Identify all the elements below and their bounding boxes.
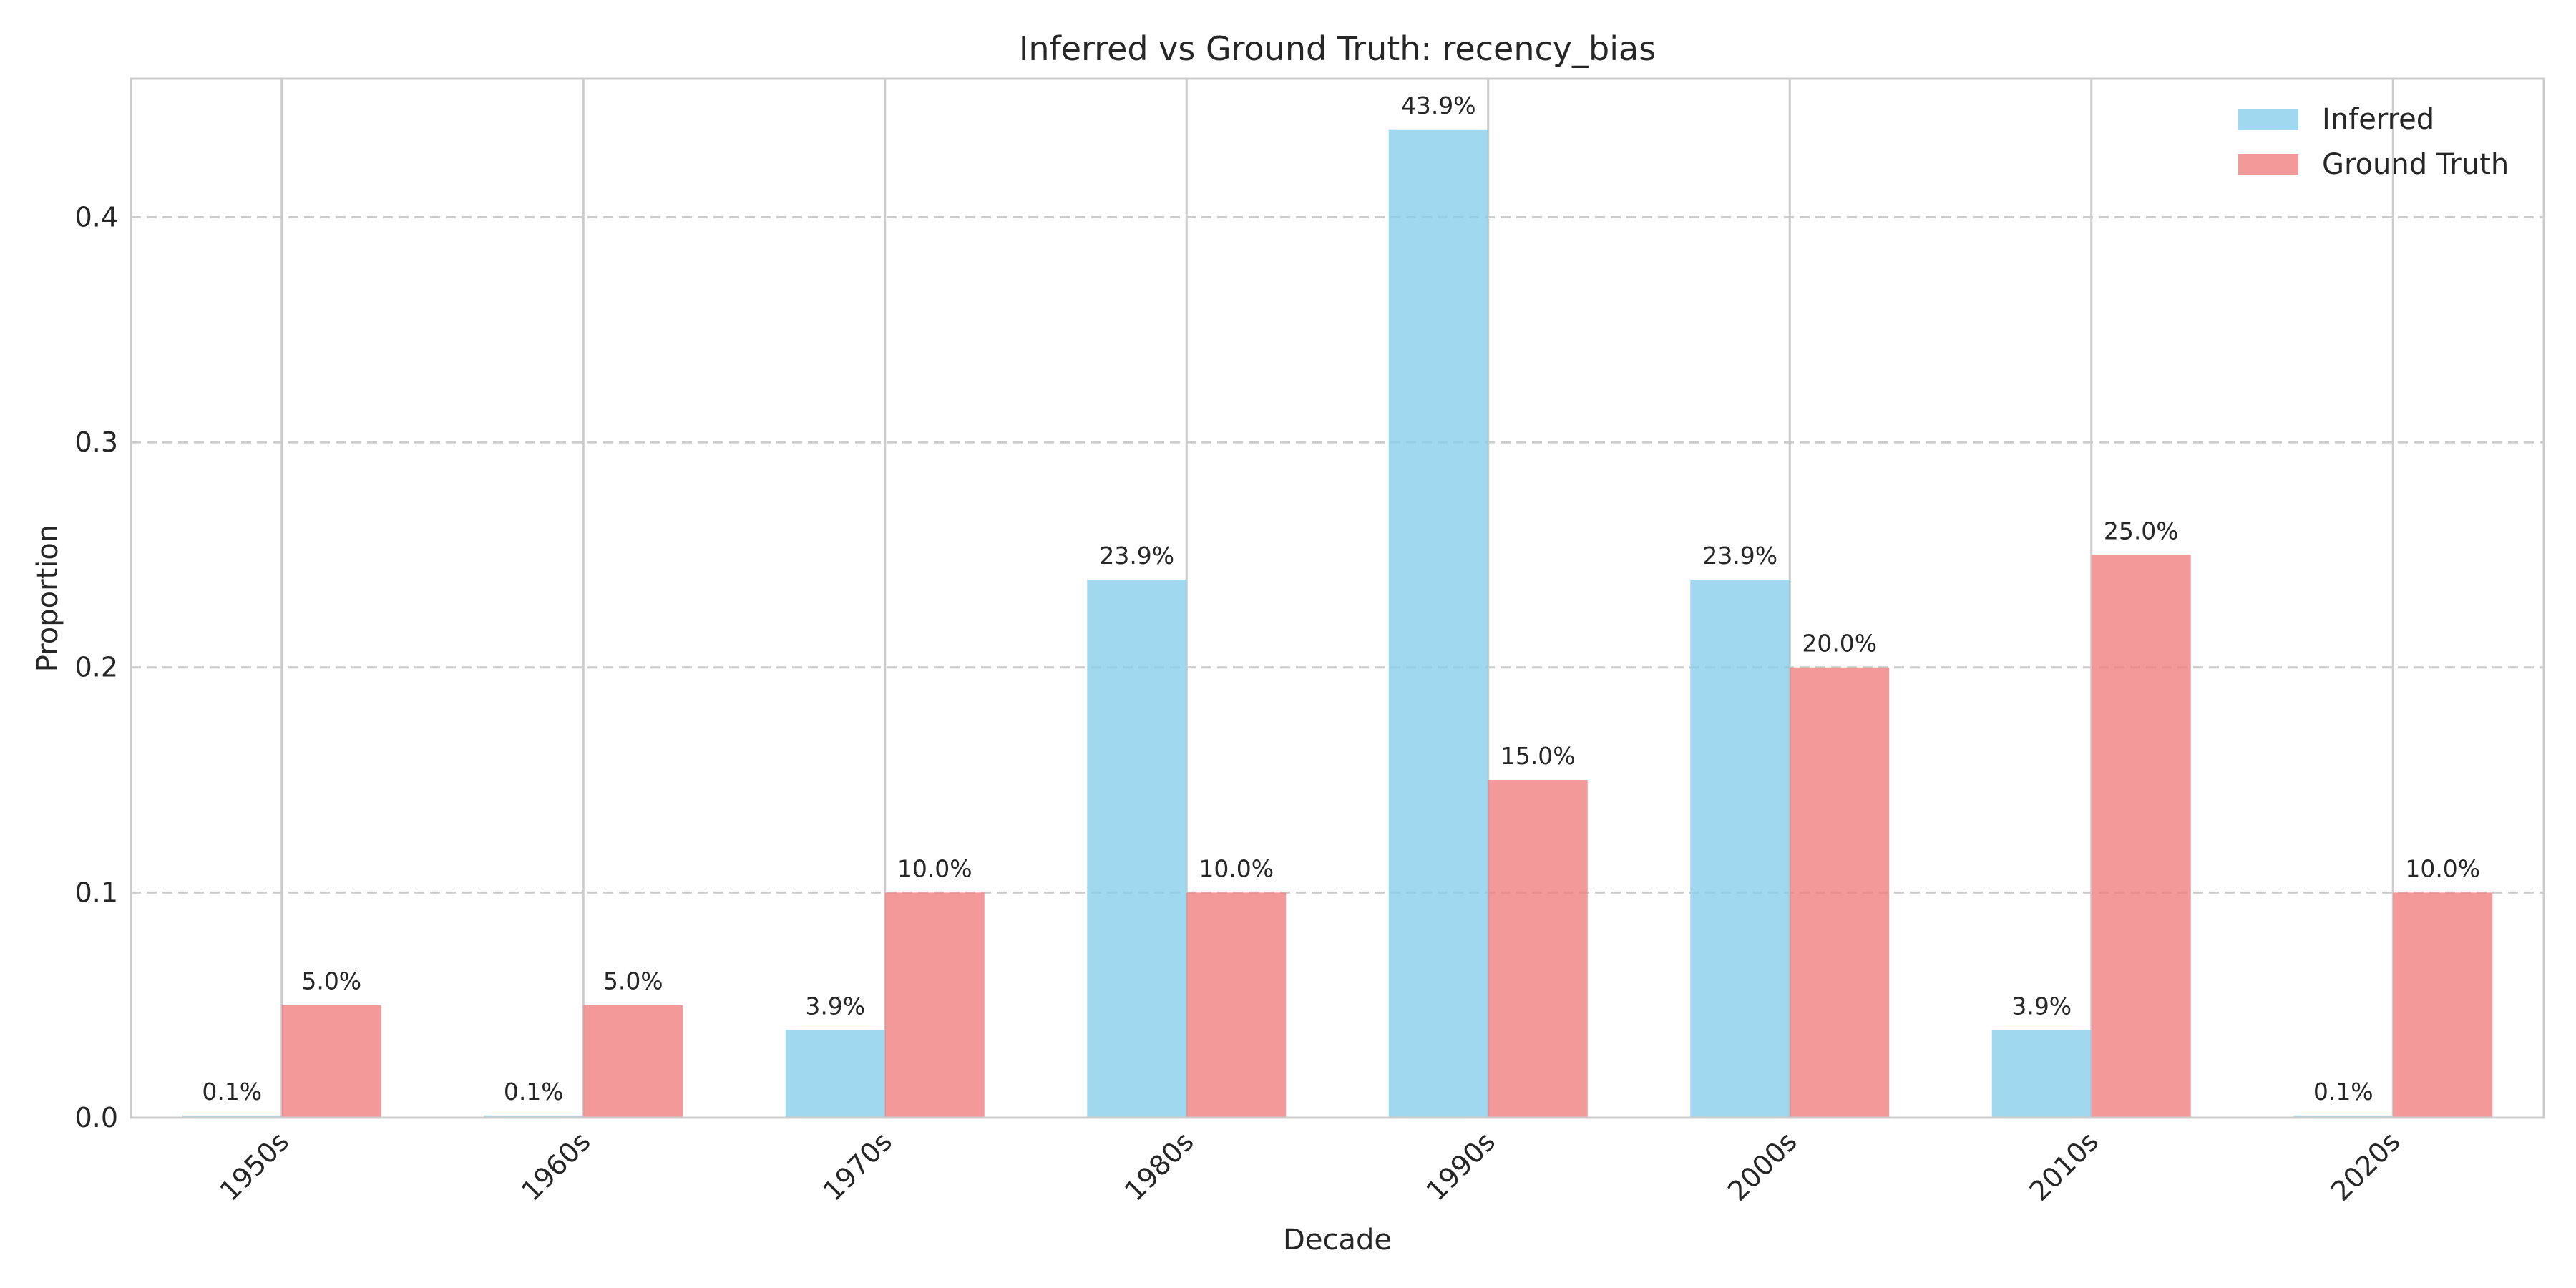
legend: Inferred Ground Truth [2238, 103, 2509, 181]
y-axis-label: Proportion [31, 525, 64, 672]
bar-value-label: 3.9% [2011, 992, 2072, 1020]
bar-value-label: 25.0% [2104, 517, 2179, 545]
bar-value-label: 20.0% [1802, 630, 1877, 658]
bar-inferred [484, 1115, 584, 1118]
chart-title: Inferred vs Ground Truth: recency_bias [1019, 29, 1656, 68]
x-axis-label: Decade [1283, 1224, 1392, 1257]
bar-inferred [1388, 129, 1488, 1118]
bar-value-label: 5.0% [301, 967, 361, 995]
bar-inferred [1991, 1030, 2092, 1118]
bar-inferred [182, 1115, 282, 1118]
bar-value-label: 10.0% [897, 854, 972, 882]
bar-value-label: 3.9% [805, 992, 865, 1020]
bar-ground-truth [1488, 780, 1588, 1118]
bar-value-label: 23.9% [1099, 542, 1174, 570]
bar-inferred [1087, 580, 1187, 1118]
legend-swatch [2238, 154, 2298, 175]
bar-ground-truth [1790, 667, 1890, 1118]
bar-inferred [785, 1030, 885, 1118]
bar-ground-truth [2091, 555, 2191, 1118]
y-tick-label: 0.0 [75, 1102, 118, 1133]
y-tick-label: 0.1 [75, 877, 118, 908]
bar-value-label: 10.0% [2405, 854, 2480, 882]
y-tick-label: 0.2 [75, 652, 118, 683]
bar-value-label: 10.0% [1199, 854, 1274, 882]
bar-ground-truth [281, 1005, 381, 1118]
grid [131, 79, 2544, 1118]
bar-inferred [2293, 1115, 2394, 1118]
bar-value-label: 5.0% [603, 967, 663, 995]
legend-swatch [2238, 109, 2298, 130]
bar-inferred [1690, 580, 1790, 1118]
bar-value-label: 43.9% [1401, 92, 1476, 119]
bar-value-label: 0.1% [202, 1078, 262, 1106]
bar-value-label: 0.1% [2313, 1078, 2373, 1106]
y-tick-label: 0.3 [75, 426, 118, 458]
bar-ground-truth [1186, 892, 1287, 1118]
legend-label: Ground Truth [2322, 148, 2509, 181]
bar-ground-truth [583, 1005, 683, 1118]
legend-label: Inferred [2322, 103, 2434, 136]
bar-labels: 0.1% 0.1% 3.9% 23.9% 43.9% 23.9% 3.9% 0.1% 5.0% 5… [202, 92, 2480, 1106]
bar-ground-truth [884, 892, 985, 1118]
bar-value-label: 0.1% [504, 1078, 564, 1106]
bar-ground-truth [2393, 892, 2493, 1118]
bar-value-label: 23.9% [1702, 542, 1777, 570]
plot-frame [130, 77, 2545, 1119]
bar-value-label: 15.0% [1501, 742, 1576, 770]
y-tick-label: 0.4 [75, 201, 118, 233]
bars [182, 129, 2493, 1118]
